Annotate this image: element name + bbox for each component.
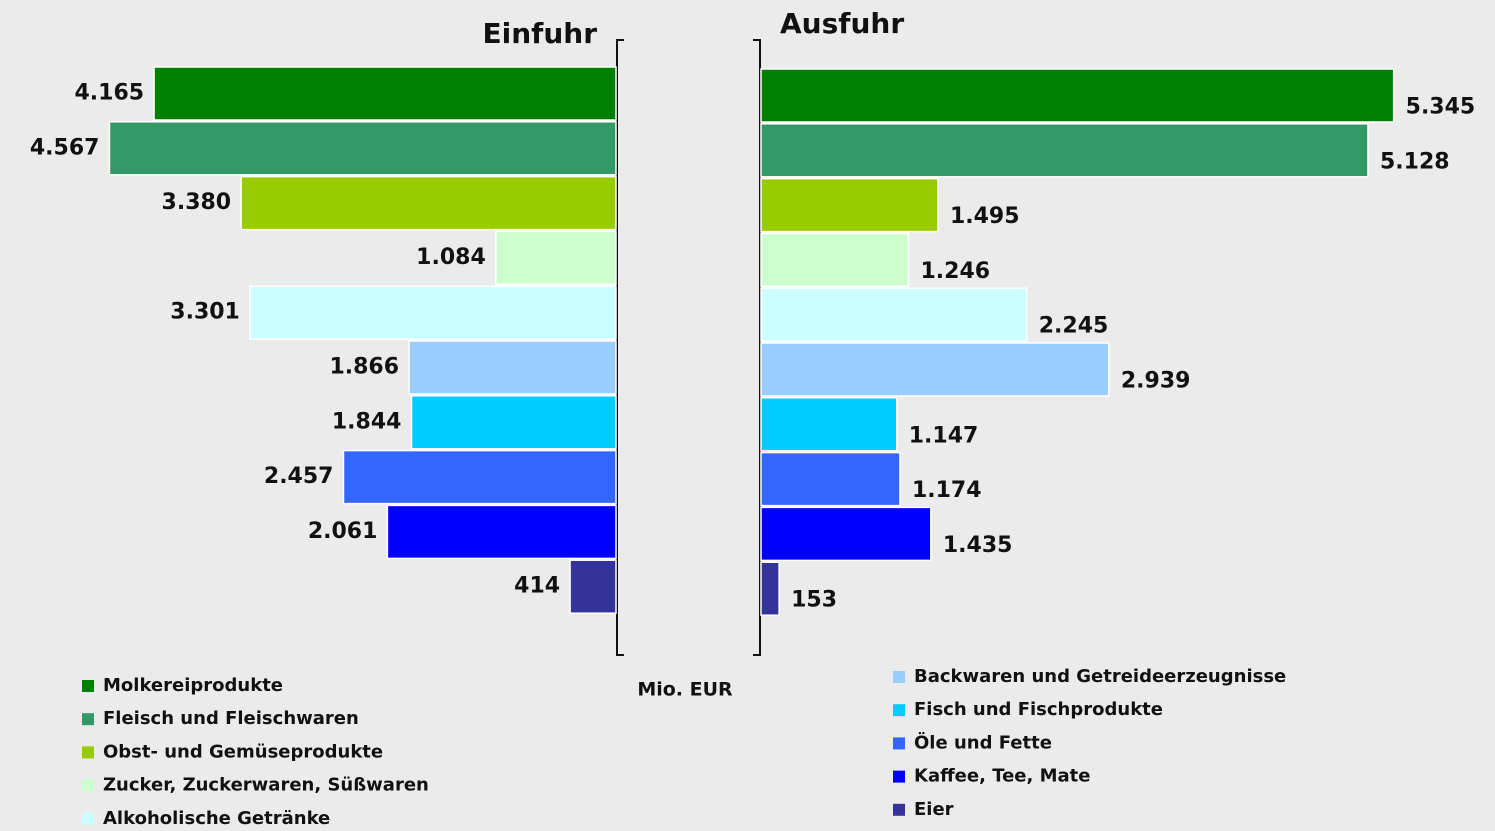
bar (495, 230, 617, 286)
legend-label: Alkoholische Getränke (103, 808, 330, 829)
legend-swatch (82, 746, 94, 759)
bar (760, 506, 932, 562)
legend-label: Obst- und Gemüseprodukte (103, 741, 383, 762)
bracket (616, 39, 761, 656)
legend-swatch (82, 713, 94, 726)
bar (249, 285, 617, 340)
value-label: 5.128 (1380, 149, 1450, 174)
bar (760, 561, 780, 616)
value-label: 414 (514, 574, 560, 599)
legend-swatch (82, 812, 94, 825)
bar (153, 66, 617, 121)
value-label: 1.495 (950, 204, 1020, 229)
value-label: 1.147 (909, 423, 979, 448)
bar (408, 340, 617, 395)
legend-swatch (893, 671, 905, 683)
legend-label: Kaffee, Tee, Mate (914, 766, 1090, 787)
legend-swatch (893, 704, 905, 717)
value-label: 1.174 (912, 478, 982, 503)
value-label: 1.246 (920, 259, 990, 284)
value-label: 2.939 (1121, 369, 1191, 394)
value-label: 1.866 (329, 355, 399, 380)
value-label: 2.457 (264, 464, 334, 489)
bar (342, 449, 617, 505)
legend-label: Öle und Fette (914, 731, 1052, 753)
bar (760, 451, 901, 507)
value-label: 1.435 (943, 533, 1013, 558)
bar (760, 397, 898, 452)
value-label: 4.567 (30, 135, 100, 160)
legend-label: Eier (914, 799, 954, 820)
value-label: 4.165 (74, 81, 144, 106)
bar (760, 232, 910, 288)
bar (760, 342, 1110, 397)
value-label: 2.245 (1039, 314, 1109, 339)
bar (410, 395, 617, 450)
value-label: 2.061 (308, 519, 378, 544)
series-title: Ausfuhr (780, 7, 904, 40)
value-label: 5.345 (1406, 95, 1476, 120)
legend-swatch (893, 770, 905, 783)
bar (760, 177, 939, 233)
value-label: 1.844 (332, 409, 402, 434)
bar (386, 504, 617, 560)
value-label: 3.380 (162, 190, 232, 215)
legend-label: Backwaren und Getreideerzeugnisse (914, 666, 1286, 687)
legend-label: Fisch und Fischprodukte (914, 699, 1163, 720)
unit-label: Mio. EUR (637, 679, 733, 701)
bar (108, 121, 617, 176)
bar (240, 175, 617, 231)
value-label: 153 (791, 588, 837, 613)
bar (760, 123, 1369, 178)
value-label: 1.084 (416, 245, 486, 270)
bar (760, 287, 1028, 342)
legend-swatch (82, 680, 94, 692)
bar (760, 68, 1395, 123)
value-label: 3.301 (170, 300, 240, 325)
legend-swatch (893, 737, 905, 750)
legend-label: Zucker, Zuckerwaren, Süßwaren (103, 775, 429, 796)
legend-label: Molkereiprodukte (103, 675, 283, 696)
legend-swatch (893, 803, 905, 816)
bar (569, 559, 617, 614)
legend-label: Fleisch und Fleischwaren (103, 708, 359, 729)
series-title: Einfuhr (482, 17, 597, 50)
legend-swatch (82, 779, 94, 792)
